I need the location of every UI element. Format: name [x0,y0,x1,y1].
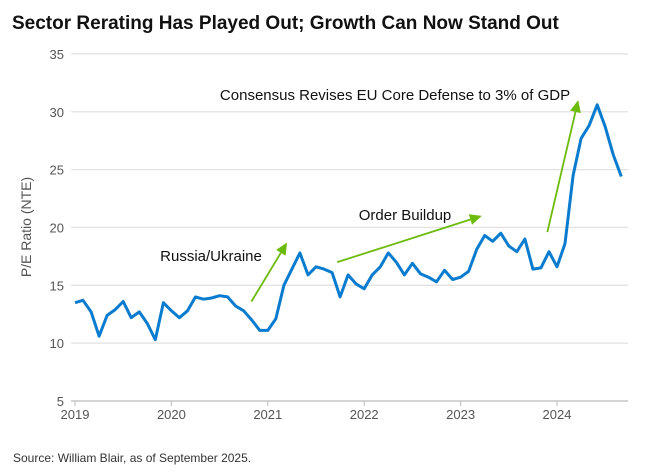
y-tick-label: 10 [50,336,64,351]
series-line [74,103,623,342]
x-tick-label: 2022 [350,407,379,422]
y-tick-label: 15 [50,278,64,293]
arrow-head [468,214,482,225]
y-axis-label: P/E Ratio (NTE) [18,177,34,277]
annotation-arrows [250,100,581,302]
x-tick-label: 2024 [543,407,572,422]
x-tick-label: 2019 [61,407,90,422]
annotation-order-buildup: Order Buildup [359,207,452,224]
x-tick-label: 2021 [253,407,282,422]
chart-title: Sector Rerating Has Played Out; Growth C… [12,13,560,34]
x-tick-label: 2023 [446,407,475,422]
y-tick-label: 35 [50,47,64,62]
y-tick-label: 30 [50,105,64,120]
annotation-eu-defense: Consensus Revises EU Core Defense to 3% … [220,87,570,104]
source-note: Source: William Blair, as of September 2… [13,451,251,465]
gridlines [71,53,628,402]
x-tick-label: 2020 [157,407,186,422]
arrow-head [276,242,288,256]
y-tick-label: 20 [50,220,64,235]
y-tick-label: 25 [50,163,64,178]
arrow-shaft [336,218,471,264]
y-axis: 5 10 15 20 25 30 35 [50,47,64,409]
y-tick-label: 5 [57,394,64,409]
annotation-russia-ukraine: Russia/Ukraine [160,248,262,265]
arrow-shaft [250,252,282,302]
arrow-shaft [546,111,577,233]
x-axis: 2019 2020 2021 2022 2023 2024 [61,401,572,422]
arrow-head [570,100,581,114]
